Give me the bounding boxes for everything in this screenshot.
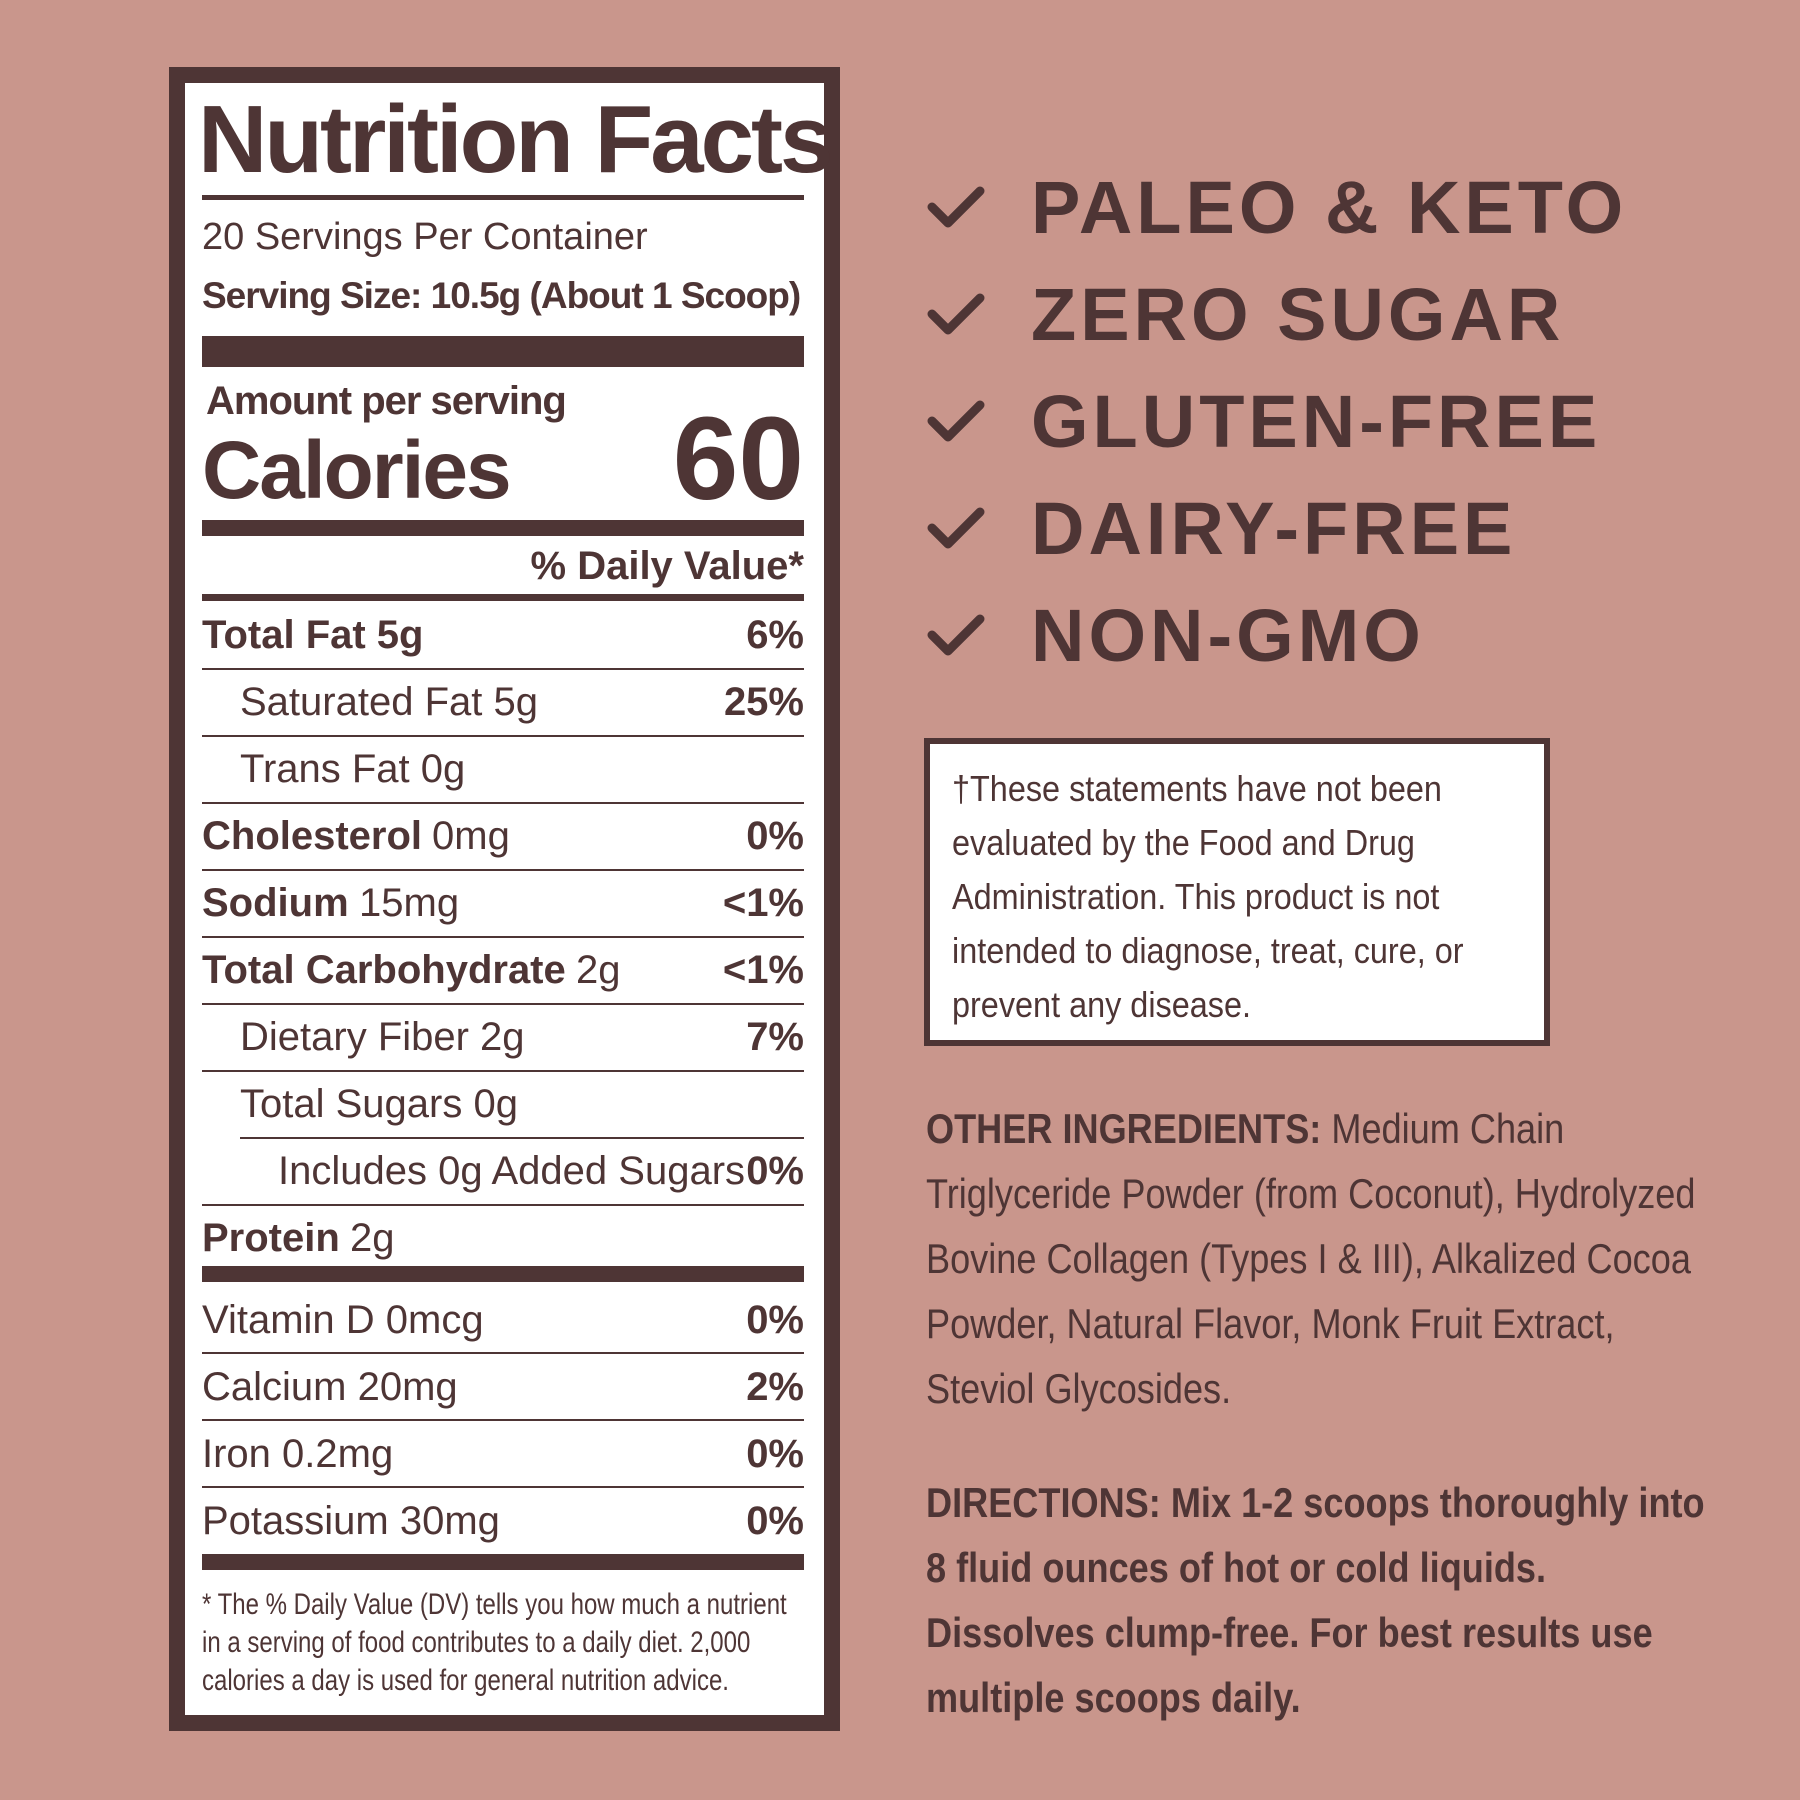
check-icon [927,186,985,228]
ingredients: OTHER INGREDIENTS: Medium Chain Triglyce… [926,1096,1700,1421]
nutrient-name: Trans Fat 0g [240,747,466,791]
row-rule [202,801,804,804]
daily-value: 2% [746,1364,804,1409]
row-rule [202,1002,804,1005]
daily-value: 25% [723,680,804,724]
row-rule [202,868,804,871]
check-icon [927,614,985,656]
row-rule [202,667,804,670]
calories-value: 60 [672,393,804,526]
nutrient-amount: 0mg [432,814,510,858]
nutrient-name: Sodium [202,881,349,925]
daily-value: <1% [722,881,804,925]
nutrient-amount: 15mg [359,881,460,925]
vitamin-name: Iron 0.2mg [202,1431,394,1476]
directions-text: Mix 1-2 scoops thoroughly into 8 fluid o… [926,1479,1705,1721]
nutrient-name: Total Carbohydrate [202,948,566,992]
daily-value: 6% [746,613,804,657]
vitamin-name: Calcium 20mg [202,1364,458,1409]
claim: DAIRY-FREE [1031,486,1517,570]
daily-value: 0% [746,1498,804,1543]
vitamin-name: Vitamin D 0mcg [202,1297,484,1342]
check-icon [927,507,985,549]
daily-value: 0% [746,1431,804,1476]
nutrient-name: Protein [202,1216,340,1260]
nutrient-name: Includes 0g Added Sugars [278,1149,746,1193]
daily-value: 7% [746,1015,804,1059]
nutrient-amount: 2g [576,948,621,992]
row-rule [240,1136,804,1139]
claim: ZERO SUGAR [1031,272,1565,356]
check-icon [927,400,985,442]
row-rule [202,1069,804,1072]
ingredients-text: Medium Chain Triglyceride Powder (from C… [926,1105,1696,1412]
daily-value: 0% [746,1297,804,1342]
check [927,400,985,442]
directions-label: DIRECTIONS: [926,1479,1161,1526]
nutrient-amount: 2g [350,1216,395,1260]
thick-rule [202,1554,804,1570]
servings: 20 Servings Per Container [202,216,648,259]
claim: PALEO & KETO [1031,165,1628,249]
disclaimer-box: †These statements have not been evaluate… [924,738,1550,1046]
nutrition-title: Nutrition Facts [198,86,833,194]
row-rule [202,1203,804,1206]
check [927,614,985,656]
nutrient-name: Dietary Fiber 2g [240,1015,525,1059]
claim: NON-GMO [1031,593,1425,677]
row-rule [202,1419,804,1421]
daily-value-header: % Daily Value* [530,544,804,588]
nutrient-name: Total Sugars 0g [240,1082,518,1126]
row-rule [202,935,804,938]
daily-value: 0% [746,814,804,858]
row-rule [202,1486,804,1488]
daily-value: 0% [746,1149,804,1193]
ingredients-label: OTHER INGREDIENTS: [926,1105,1322,1152]
vitamin-name: Potassium 30mg [202,1498,500,1543]
daily-value: <1% [722,948,804,992]
nutrient-name: Cholesterol [202,814,423,858]
check [927,186,985,228]
disclaimer: †These statements have not been evaluate… [952,768,1464,1025]
thick-rule [202,520,804,536]
check-icon [927,293,985,335]
thick-rule [202,1265,804,1282]
nutrient-name: Total Fat 5g [202,613,424,657]
thick-rule [202,336,804,367]
rule [202,594,804,601]
row-rule [202,734,804,737]
check [927,507,985,549]
amount-per-serving: Amount per serving [206,379,567,423]
claim: GLUTEN-FREE [1031,379,1602,463]
check [927,293,985,335]
serving-size: Serving Size: 10.5g (About 1 Scoop) [202,274,801,316]
nutrient-name: Saturated Fat 5g [240,680,538,724]
row-rule [202,1352,804,1354]
calories-label: Calories [202,424,512,516]
rule [202,195,804,200]
footnote: * The % Daily Value (DV) tells you how m… [202,1588,787,1697]
directions: DIRECTIONS: Mix 1-2 scoops thoroughly in… [926,1470,1717,1730]
